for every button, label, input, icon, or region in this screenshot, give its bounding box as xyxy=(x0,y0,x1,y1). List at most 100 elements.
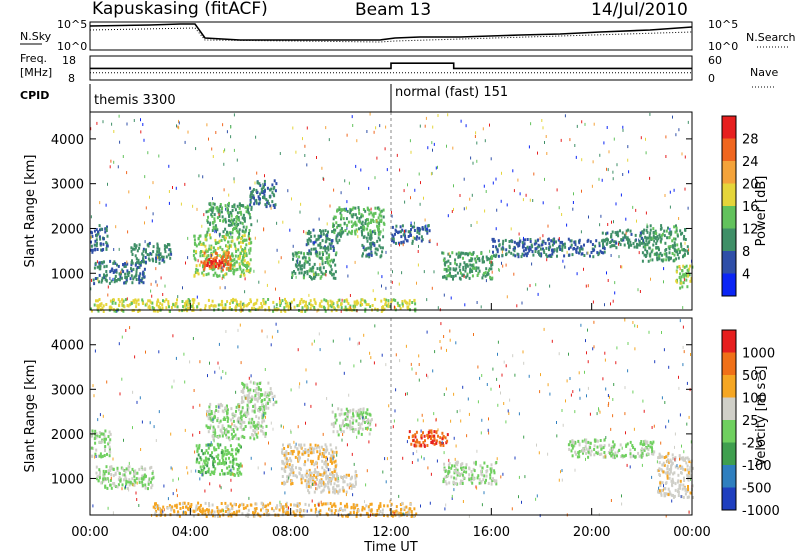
data-cell xyxy=(325,251,328,255)
data-cell xyxy=(682,264,685,268)
data-cell xyxy=(489,261,491,264)
data-cell xyxy=(250,205,253,209)
data-cell xyxy=(103,276,106,279)
data-cell xyxy=(155,514,158,518)
data-speckle xyxy=(564,114,566,118)
data-cell xyxy=(592,255,595,259)
data-speckle xyxy=(226,130,228,134)
data-cell xyxy=(303,255,306,259)
data-cell xyxy=(332,217,335,221)
data-cell xyxy=(244,254,247,258)
data-speckle xyxy=(483,184,485,188)
data-cell xyxy=(236,419,239,423)
data-cell xyxy=(639,442,642,446)
data-cell xyxy=(323,455,325,459)
data-cell xyxy=(349,211,352,215)
data-cell xyxy=(225,272,228,276)
data-cell xyxy=(96,241,98,245)
noise-tick-left-bottom: 10^0 xyxy=(57,40,87,53)
data-cell xyxy=(297,455,300,459)
data-cell xyxy=(374,251,377,255)
data-cell xyxy=(211,451,213,455)
data-region xyxy=(152,501,418,518)
data-cell xyxy=(495,461,498,464)
data-speckle xyxy=(526,287,528,291)
data-cell xyxy=(275,182,278,186)
data-cell xyxy=(455,481,458,485)
data-cell xyxy=(663,252,666,256)
data-speckle xyxy=(244,290,246,294)
data-cell xyxy=(387,302,390,306)
data-cell xyxy=(603,250,606,254)
data-speckle xyxy=(669,190,671,194)
data-cell xyxy=(618,449,621,452)
data-cell xyxy=(116,485,119,489)
data-cell xyxy=(666,453,669,457)
data-cell xyxy=(210,416,213,420)
data-cell xyxy=(246,264,249,268)
data-speckle xyxy=(643,239,644,243)
data-speckle xyxy=(544,177,545,181)
data-cell xyxy=(326,301,329,305)
data-cell xyxy=(303,265,306,269)
data-cell xyxy=(343,474,346,478)
data-cell xyxy=(231,416,234,420)
data-cell xyxy=(212,471,215,475)
data-cell xyxy=(522,238,525,242)
data-cell xyxy=(350,506,353,510)
data-speckle xyxy=(295,150,297,154)
data-cell xyxy=(491,256,494,260)
data-cell xyxy=(592,249,595,253)
data-speckle xyxy=(463,275,465,278)
data-cell xyxy=(664,487,667,491)
data-cell xyxy=(671,484,674,488)
data-cell xyxy=(98,454,101,458)
data-cell xyxy=(344,418,347,421)
data-cell xyxy=(94,429,97,433)
data-cell xyxy=(204,451,207,455)
data-speckle xyxy=(233,148,235,152)
data-cell xyxy=(534,250,537,253)
data-cell xyxy=(327,230,329,234)
data-cell xyxy=(307,448,310,452)
data-cell xyxy=(646,230,649,234)
data-cell xyxy=(237,408,240,412)
data-cell xyxy=(212,457,215,461)
data-cell xyxy=(99,303,102,306)
data-speckle xyxy=(537,292,539,296)
data-cell xyxy=(461,473,464,477)
data-cell xyxy=(198,446,201,450)
data-cell xyxy=(447,265,450,269)
data-cell xyxy=(309,299,312,303)
data-cell xyxy=(109,469,112,472)
data-cell xyxy=(684,492,687,496)
data-cell xyxy=(247,206,250,210)
data-cell xyxy=(668,490,671,494)
data-speckle xyxy=(627,158,629,162)
data-cell xyxy=(289,468,292,472)
data-speckle xyxy=(433,142,435,146)
data-cell xyxy=(334,414,337,418)
data-cell xyxy=(248,213,251,216)
data-cell xyxy=(350,220,353,224)
data-speckle xyxy=(447,113,449,117)
data-cell xyxy=(359,220,362,224)
data-cell xyxy=(468,473,471,477)
data-cell xyxy=(259,192,262,196)
data-cell xyxy=(661,253,663,257)
data-cell xyxy=(138,246,141,250)
data-cell xyxy=(110,268,113,272)
data-cell xyxy=(233,268,236,272)
data-cell xyxy=(199,251,202,255)
data-cell xyxy=(361,233,364,237)
data-cell xyxy=(660,226,663,230)
data-cell xyxy=(98,235,101,239)
data-cell xyxy=(445,267,448,271)
data-cell xyxy=(259,183,262,187)
data-cell xyxy=(219,419,222,423)
data-cell xyxy=(418,229,421,232)
data-cell xyxy=(332,222,335,226)
data-cell xyxy=(219,203,222,206)
data-cell xyxy=(234,254,237,258)
data-cell xyxy=(132,277,135,281)
